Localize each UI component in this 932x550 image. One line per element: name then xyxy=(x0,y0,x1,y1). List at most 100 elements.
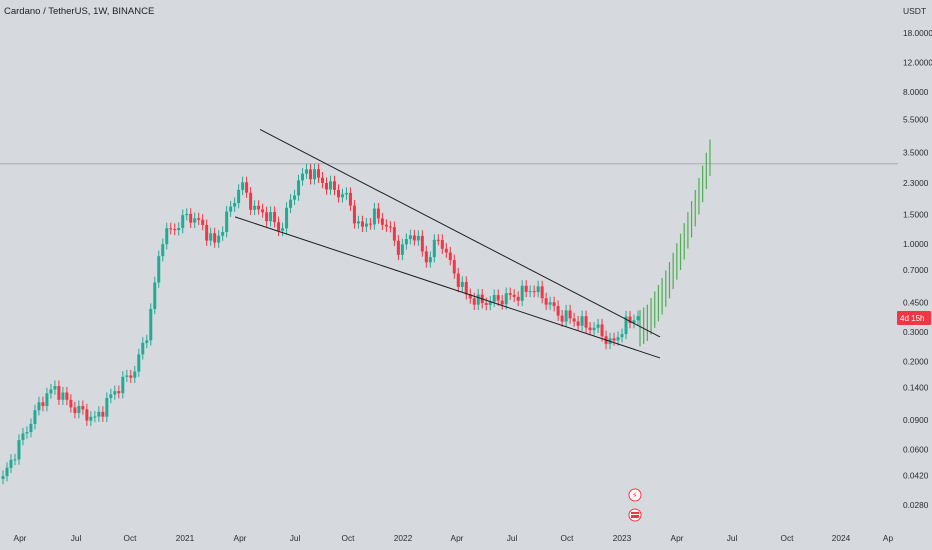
candle-body xyxy=(416,235,420,241)
candle-body xyxy=(17,440,21,460)
candle-body xyxy=(500,300,504,305)
candle-body xyxy=(556,306,560,316)
candle-body xyxy=(177,227,181,231)
candle-body xyxy=(289,199,293,208)
y-tick-label: 0.0900 xyxy=(903,415,929,425)
candle-body xyxy=(121,376,125,394)
currency-unit: USDT xyxy=(903,6,927,16)
candle-body xyxy=(504,293,508,305)
x-tick-label: Jul xyxy=(290,533,301,543)
candle-body xyxy=(285,207,289,229)
candle-body xyxy=(97,411,101,417)
candle-body xyxy=(269,212,273,222)
y-tick-label: 12.0000 xyxy=(903,58,932,68)
candle-body xyxy=(496,295,500,301)
y-tick-label: 0.2000 xyxy=(903,356,929,366)
candle-body xyxy=(328,181,332,190)
candle-body xyxy=(448,252,452,261)
candle-body xyxy=(320,177,324,184)
candle-body xyxy=(392,227,396,241)
candle-body xyxy=(516,296,520,301)
candle-body xyxy=(65,392,69,400)
candle-body xyxy=(5,467,9,477)
candle-body xyxy=(205,224,209,241)
candle-body xyxy=(588,327,592,331)
candle-body xyxy=(57,386,61,400)
candle-body xyxy=(452,260,456,274)
candle-body xyxy=(468,294,472,299)
upper-trendline xyxy=(259,129,661,338)
candle-body xyxy=(576,321,580,326)
candle-body xyxy=(388,226,392,228)
candle-body xyxy=(141,342,145,355)
candle-body xyxy=(616,337,620,341)
candle-body xyxy=(309,169,313,180)
y-tick-label: 8.0000 xyxy=(903,87,929,97)
candle-body xyxy=(380,218,384,225)
candle-body xyxy=(301,173,305,181)
y-tick-label: 18.0000 xyxy=(903,28,932,38)
candle-body xyxy=(145,340,149,343)
y-tick-label: 1.5000 xyxy=(903,209,929,219)
candle-body xyxy=(372,208,376,225)
candle-body xyxy=(564,310,568,322)
candle-body xyxy=(209,233,213,241)
x-tick-label: Jul xyxy=(727,533,738,543)
x-tick-label: Oct xyxy=(781,533,795,543)
candle-body xyxy=(424,251,428,263)
candle-body xyxy=(157,256,161,283)
candle-body xyxy=(492,295,496,302)
candle-body xyxy=(73,407,77,414)
candle-body xyxy=(384,224,388,227)
candle-body xyxy=(161,244,165,257)
candle-body xyxy=(109,394,113,399)
candle-body xyxy=(233,203,237,207)
x-tick-label: 2021 xyxy=(176,533,195,543)
candle-body xyxy=(61,392,65,400)
candle-body xyxy=(101,411,105,417)
candle-body xyxy=(197,218,201,220)
event-icons[interactable]: ⚡ xyxy=(628,488,642,522)
candle-body xyxy=(297,180,301,196)
candle-body xyxy=(520,285,524,301)
y-tick-label: 1.0000 xyxy=(903,239,929,249)
candle-body xyxy=(181,215,185,228)
x-tick-label: Apr xyxy=(14,533,27,543)
x-axis-ticks: Apr Jul Oct 2021 Apr Jul Oct 2022 Apr Jul Oct 2023 A… xyxy=(14,533,894,543)
candle-body xyxy=(217,235,221,243)
x-tick-label: Apr xyxy=(234,533,247,543)
candle-body xyxy=(241,182,245,190)
candle-body xyxy=(29,423,33,433)
candle-body xyxy=(592,327,596,331)
y-tick-label: 0.0420 xyxy=(903,470,929,480)
candle-body xyxy=(245,182,249,193)
candle-body xyxy=(464,281,468,295)
x-tick-label: Oct xyxy=(561,533,575,543)
x-tick-label: Apr xyxy=(671,533,684,543)
x-tick-label: Oct xyxy=(342,533,356,543)
candle-body xyxy=(536,286,540,293)
candle-body xyxy=(528,291,532,293)
candle-body xyxy=(472,298,476,305)
x-tick-label: Ap xyxy=(883,533,894,543)
candle-body xyxy=(105,398,109,417)
candle-body xyxy=(420,235,424,252)
x-tick-label: Apr xyxy=(451,533,464,543)
y-tick-label: 0.1400 xyxy=(903,383,929,393)
candle-body xyxy=(293,195,297,200)
x-tick-label: Oct xyxy=(124,533,138,543)
candle-body xyxy=(213,233,217,243)
candle-body xyxy=(21,433,25,441)
candle-body xyxy=(37,402,41,411)
y-tick-label: 3.5000 xyxy=(903,148,929,158)
y-tick-label: 5.5000 xyxy=(903,115,929,125)
candle-body xyxy=(273,212,277,223)
y-tick-label: 0.3000 xyxy=(903,327,929,337)
candle-body xyxy=(340,194,344,198)
candle-body xyxy=(41,402,45,407)
candle-body xyxy=(364,223,368,227)
candle-body xyxy=(444,248,448,253)
lightning-icon[interactable] xyxy=(628,488,642,502)
candle-body xyxy=(400,244,404,255)
